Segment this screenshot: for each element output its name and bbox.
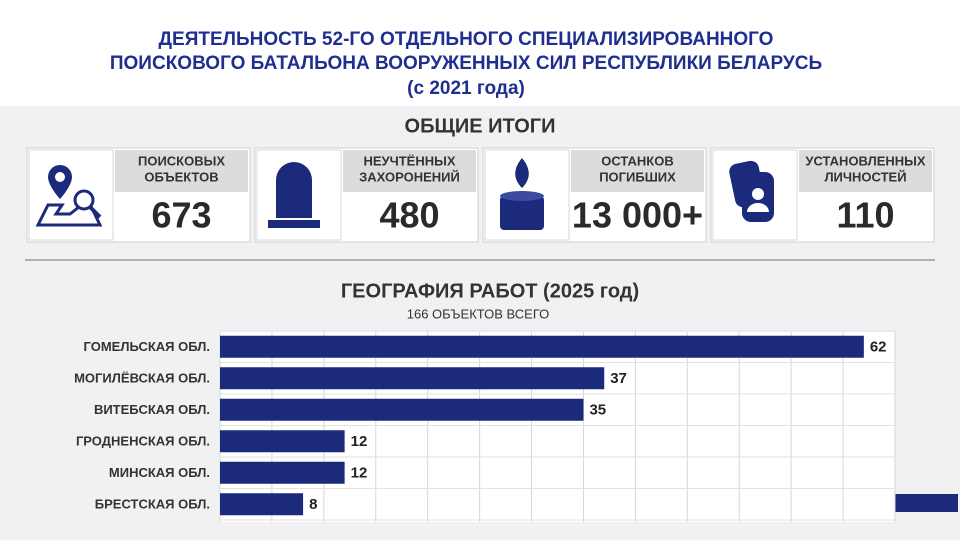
card-label-box	[115, 150, 248, 192]
icon-tags	[729, 160, 774, 222]
card-value: 480	[379, 195, 439, 236]
title-line: (с 2021 года)	[407, 78, 525, 99]
card-label-box	[343, 150, 476, 192]
chart-subtitle: 166 ОБЪЕКТОВ ВСЕГО	[407, 306, 550, 321]
card-label: ЛИЧНОСТЕЙ	[824, 169, 906, 184]
category-label: ВИТЕБСКАЯ ОБЛ.	[94, 402, 210, 417]
icon-grave	[268, 162, 320, 228]
card-label: ОБЪЕКТОВ	[144, 169, 218, 184]
value-label: 12	[351, 433, 368, 450]
title-line: ДЕЯТЕЛЬНОСТЬ 52-ГО ОТДЕЛЬНОГО СПЕЦИАЛИЗИ…	[159, 29, 774, 50]
card-value: 110	[836, 195, 894, 236]
value-label: 35	[589, 402, 606, 419]
category-label: ГОМЕЛЬСКАЯ ОБЛ.	[84, 339, 210, 354]
card-label: НЕУЧТЁННЫХ	[363, 153, 455, 168]
icon-candle	[500, 158, 544, 230]
icons	[35, 158, 774, 230]
header: ДЕЯТЕЛЬНОСТЬ 52-ГО ОТДЕЛЬНОГО СПЕЦИАЛИЗИ…	[110, 29, 822, 99]
category-label: БРЕСТСКАЯ ОБЛ.	[95, 497, 210, 512]
card-label-box	[799, 150, 932, 192]
card-label: ПОГИБШИХ	[599, 169, 676, 184]
bar	[220, 461, 345, 484]
category-label: МИНСКАЯ ОБЛ.	[109, 465, 210, 480]
card-value: 673	[151, 195, 211, 236]
value-label: 8	[309, 496, 317, 513]
bar	[220, 367, 605, 390]
card-label: ЗАХОРОНЕНИЙ	[359, 169, 460, 184]
card-label: УСТАНОВЛЕННЫХ	[805, 153, 926, 168]
section-title: ОБЩИЕ ИТОГИ	[405, 115, 556, 137]
value-label: 37	[610, 370, 627, 387]
plot-area	[220, 332, 895, 522]
value-label: 62	[870, 339, 887, 356]
bar	[220, 493, 304, 516]
category-label: ГРОДНЕНСКАЯ ОБЛ.	[76, 434, 210, 449]
title-line: ПОИСКОВОГО БАТАЛЬОНА ВООРУЖЕННЫХ СИЛ РЕС…	[110, 53, 822, 74]
chart-title: ГЕОГРАФИЯ РАБОТ (2025 год)	[341, 280, 639, 302]
bar	[220, 398, 584, 421]
icon-search	[35, 165, 103, 227]
value-label: 12	[351, 465, 368, 482]
card-label-box	[571, 150, 704, 192]
card-label: ПОИСКОВЫХ	[138, 153, 225, 168]
bar	[220, 335, 864, 358]
card-value: 13 000+	[572, 195, 703, 236]
bar	[220, 430, 345, 453]
category-label: МОГИЛЁВСКАЯ ОБЛ.	[74, 371, 210, 386]
card-label: ОСТАНКОВ	[601, 153, 674, 168]
